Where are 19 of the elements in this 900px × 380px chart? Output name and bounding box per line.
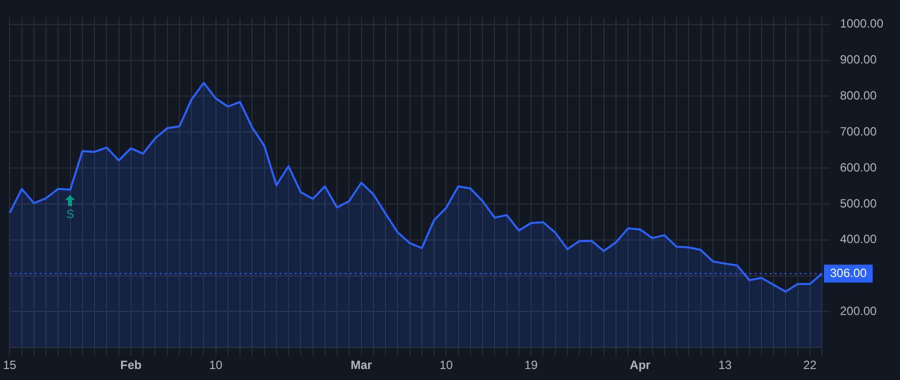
y-tick-label: 700.00 — [840, 124, 878, 138]
x-tick-label: 13 — [718, 358, 732, 372]
y-tick-label: 600.00 — [840, 160, 878, 174]
ref-line-label: 306.00 — [830, 266, 868, 280]
y-tick-label: 900.00 — [840, 52, 878, 67]
y-tick-label: 400.00 — [840, 232, 878, 246]
x-tick-label: Apr — [630, 358, 651, 372]
x-tick-label: 10 — [209, 358, 223, 372]
x-tick-label: 19 — [524, 358, 538, 372]
x-tick-label: 22 — [803, 358, 817, 372]
x-tick-label: Feb — [120, 358, 142, 372]
y-tick-label: 200.00 — [840, 304, 878, 318]
x-tick-label: 10 — [439, 358, 454, 372]
y-tick-label: 1000.00 — [840, 16, 884, 31]
y-tick-label: 800.00 — [840, 88, 878, 103]
y-tick-label: 500.00 — [840, 196, 878, 210]
x-tick-label: Mar — [350, 358, 372, 372]
x-tick-label: 15 — [2, 358, 17, 372]
annotation: S — [66, 206, 74, 221]
